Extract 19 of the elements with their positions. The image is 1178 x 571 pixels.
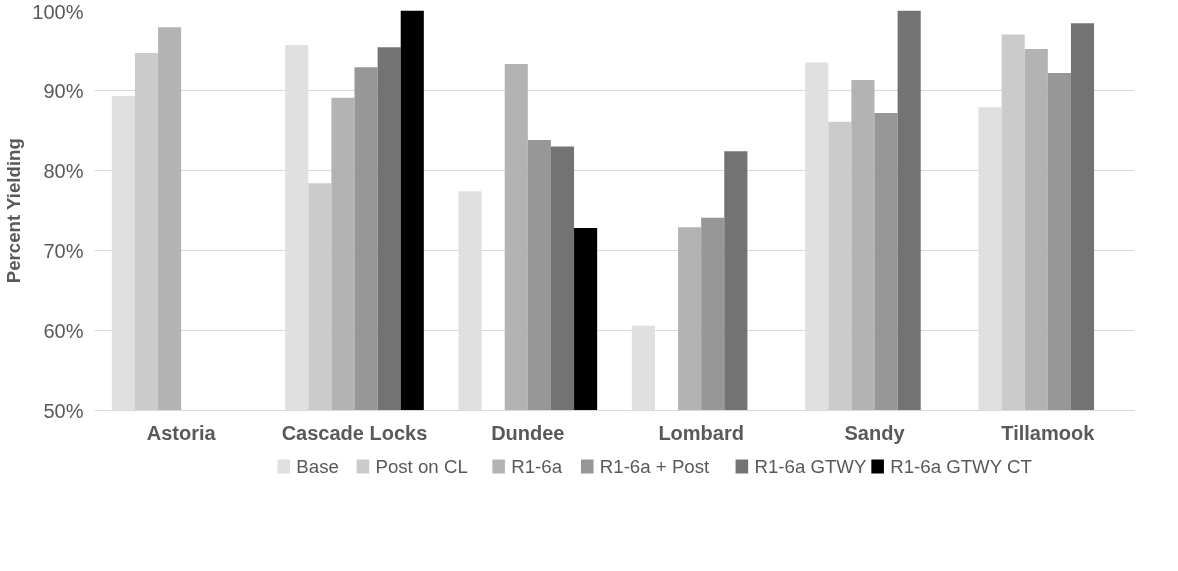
legend-label: Base (296, 456, 339, 477)
y-tick-label: 90% (43, 79, 84, 102)
y-tick-label: 80% (43, 159, 84, 182)
x-tick-label: Dundee (491, 421, 565, 444)
x-tick-label: Tillamook (1001, 421, 1096, 444)
y-tick-label: 60% (43, 319, 84, 342)
y-tick-label: 100% (32, 0, 84, 23)
legend-label: R1-6a GTWY CT (890, 456, 1032, 477)
legend-label: Post on CL (375, 456, 468, 477)
x-tick-label: Lombard (658, 421, 744, 444)
y-axis-title: Percent Yielding (3, 138, 25, 284)
y-tick-label: 50% (43, 399, 84, 422)
x-tick-label: Cascade Locks (281, 421, 428, 444)
legend-label: R1-6a + Post (599, 456, 711, 477)
x-tick-label: Sandy (844, 421, 906, 444)
legend-label: R1-6a GTWY (754, 456, 867, 477)
y-tick-label: 70% (43, 239, 84, 262)
x-tick-label: Astoria (146, 421, 217, 444)
legend-label: R1-6a (511, 456, 563, 477)
